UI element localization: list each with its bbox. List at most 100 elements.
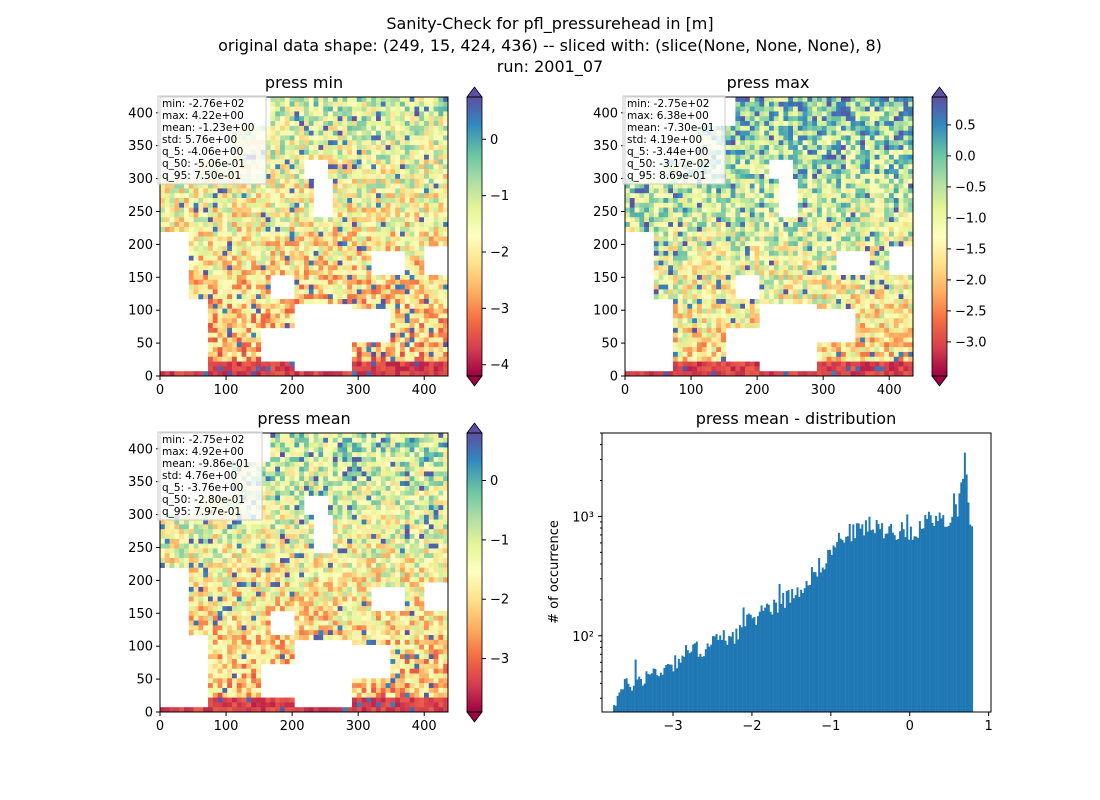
heatmap-cell bbox=[764, 193, 770, 199]
heatmap-cell bbox=[908, 347, 913, 353]
heatmap-cell bbox=[366, 260, 372, 266]
heatmap-cell bbox=[884, 270, 890, 276]
heatmap-cell bbox=[764, 236, 770, 242]
heatmap-cell bbox=[198, 226, 204, 232]
heatmap-cell bbox=[908, 121, 913, 127]
heatmap-cell bbox=[260, 318, 266, 324]
heatmap-cell bbox=[745, 323, 751, 329]
heatmap-cell bbox=[232, 289, 238, 295]
figure-title-line-3: run: 2001_07 bbox=[497, 57, 603, 77]
heatmap-cell bbox=[893, 217, 899, 223]
heatmap-cell bbox=[323, 231, 329, 237]
heatmap-cell bbox=[404, 231, 410, 237]
heatmap-cell bbox=[284, 135, 290, 141]
heatmap-cell bbox=[217, 279, 223, 285]
heatmap-cell bbox=[356, 255, 362, 261]
heatmap-cell bbox=[783, 149, 789, 156]
heatmap-cell bbox=[246, 332, 252, 338]
heatmap-cell bbox=[289, 111, 295, 117]
heatmap-cell bbox=[376, 303, 382, 309]
heatmap-cell bbox=[193, 371, 199, 376]
heatmap-cell bbox=[424, 149, 430, 156]
heatmap-cell bbox=[337, 101, 343, 107]
heatmap-cell bbox=[400, 318, 406, 324]
heatmap-cell bbox=[241, 351, 247, 358]
heatmap-cell bbox=[404, 198, 410, 204]
heatmap-cell bbox=[869, 121, 875, 127]
heatmap-cell bbox=[860, 226, 866, 232]
heatmap-cell bbox=[629, 212, 635, 218]
heatmap-cell bbox=[260, 193, 266, 199]
heatmap-cell bbox=[903, 101, 909, 107]
heatmap-cell bbox=[275, 250, 281, 257]
heatmap-cell bbox=[212, 188, 218, 194]
heatmap-cell bbox=[376, 154, 382, 160]
heatmap-cell bbox=[400, 183, 406, 189]
heatmap-cell bbox=[721, 222, 727, 228]
heatmap-cell bbox=[812, 212, 818, 218]
heatmap-cell bbox=[193, 265, 199, 271]
heatmap-cell bbox=[443, 366, 448, 372]
heatmap-cell bbox=[644, 217, 650, 223]
heatmap-cell bbox=[390, 299, 396, 305]
heatmap-cell bbox=[366, 188, 372, 194]
heatmap-cell bbox=[721, 337, 727, 343]
heatmap-cell bbox=[884, 149, 890, 156]
heatmap-cell bbox=[361, 246, 367, 252]
heatmap-cell bbox=[764, 169, 770, 175]
heatmap-cell bbox=[629, 183, 635, 189]
heatmap-cell bbox=[380, 159, 386, 165]
heatmap-cell bbox=[749, 149, 755, 156]
heatmap-cell bbox=[318, 130, 324, 136]
heatmap-cell bbox=[653, 284, 659, 290]
heatmap-cell bbox=[385, 193, 391, 199]
heatmap-cell bbox=[256, 222, 262, 228]
heatmap-cell bbox=[318, 241, 324, 247]
heatmap-cell bbox=[706, 260, 712, 266]
heatmap-cell bbox=[328, 270, 334, 276]
heatmap-cell bbox=[217, 193, 223, 199]
heatmap-cell bbox=[860, 217, 866, 223]
heatmap-cell bbox=[232, 308, 238, 314]
heatmap-cell bbox=[409, 342, 415, 348]
heatmap-cell bbox=[419, 111, 425, 117]
heatmap-cell bbox=[371, 371, 377, 376]
heatmap-cell bbox=[438, 101, 444, 107]
heatmap-cell bbox=[376, 284, 382, 290]
heatmap-cell bbox=[788, 236, 794, 242]
heatmap-cell bbox=[884, 217, 890, 223]
heatmap-cell bbox=[385, 97, 391, 103]
heatmap-cell bbox=[385, 284, 391, 290]
heatmap-cell bbox=[342, 279, 348, 285]
heatmap-cell bbox=[869, 125, 875, 131]
heatmap-cell bbox=[404, 236, 410, 242]
heatmap-cell bbox=[903, 154, 909, 160]
heatmap-cell bbox=[855, 178, 861, 184]
heatmap-cell bbox=[236, 231, 242, 237]
heatmap-cell bbox=[817, 183, 823, 189]
heatmap-cell bbox=[304, 241, 310, 247]
heatmap-cell bbox=[865, 198, 871, 204]
heatmap-cell bbox=[817, 236, 823, 242]
heatmap-cell bbox=[889, 274, 895, 281]
colorbar-frame bbox=[466, 96, 483, 377]
heatmap-cell bbox=[227, 351, 233, 358]
heatmap-cell bbox=[241, 313, 247, 319]
heatmap-cell bbox=[395, 164, 401, 170]
heatmap-cell bbox=[294, 183, 300, 189]
heatmap-cell bbox=[850, 231, 856, 237]
heatmap-cell bbox=[332, 260, 338, 266]
heatmap-cell bbox=[289, 318, 295, 324]
heatmap-cell bbox=[352, 342, 358, 348]
heatmap-cell bbox=[673, 308, 679, 314]
heatmap-cell bbox=[908, 327, 913, 334]
heatmap-cell bbox=[222, 289, 228, 295]
heatmap-cell bbox=[400, 279, 406, 285]
heatmap-cell bbox=[687, 198, 693, 204]
heatmap-cell bbox=[817, 169, 823, 175]
heatmap-cell bbox=[884, 140, 890, 146]
heatmap-cell bbox=[865, 313, 871, 319]
heatmap-cell bbox=[308, 193, 314, 199]
heatmap-cell bbox=[682, 284, 688, 290]
